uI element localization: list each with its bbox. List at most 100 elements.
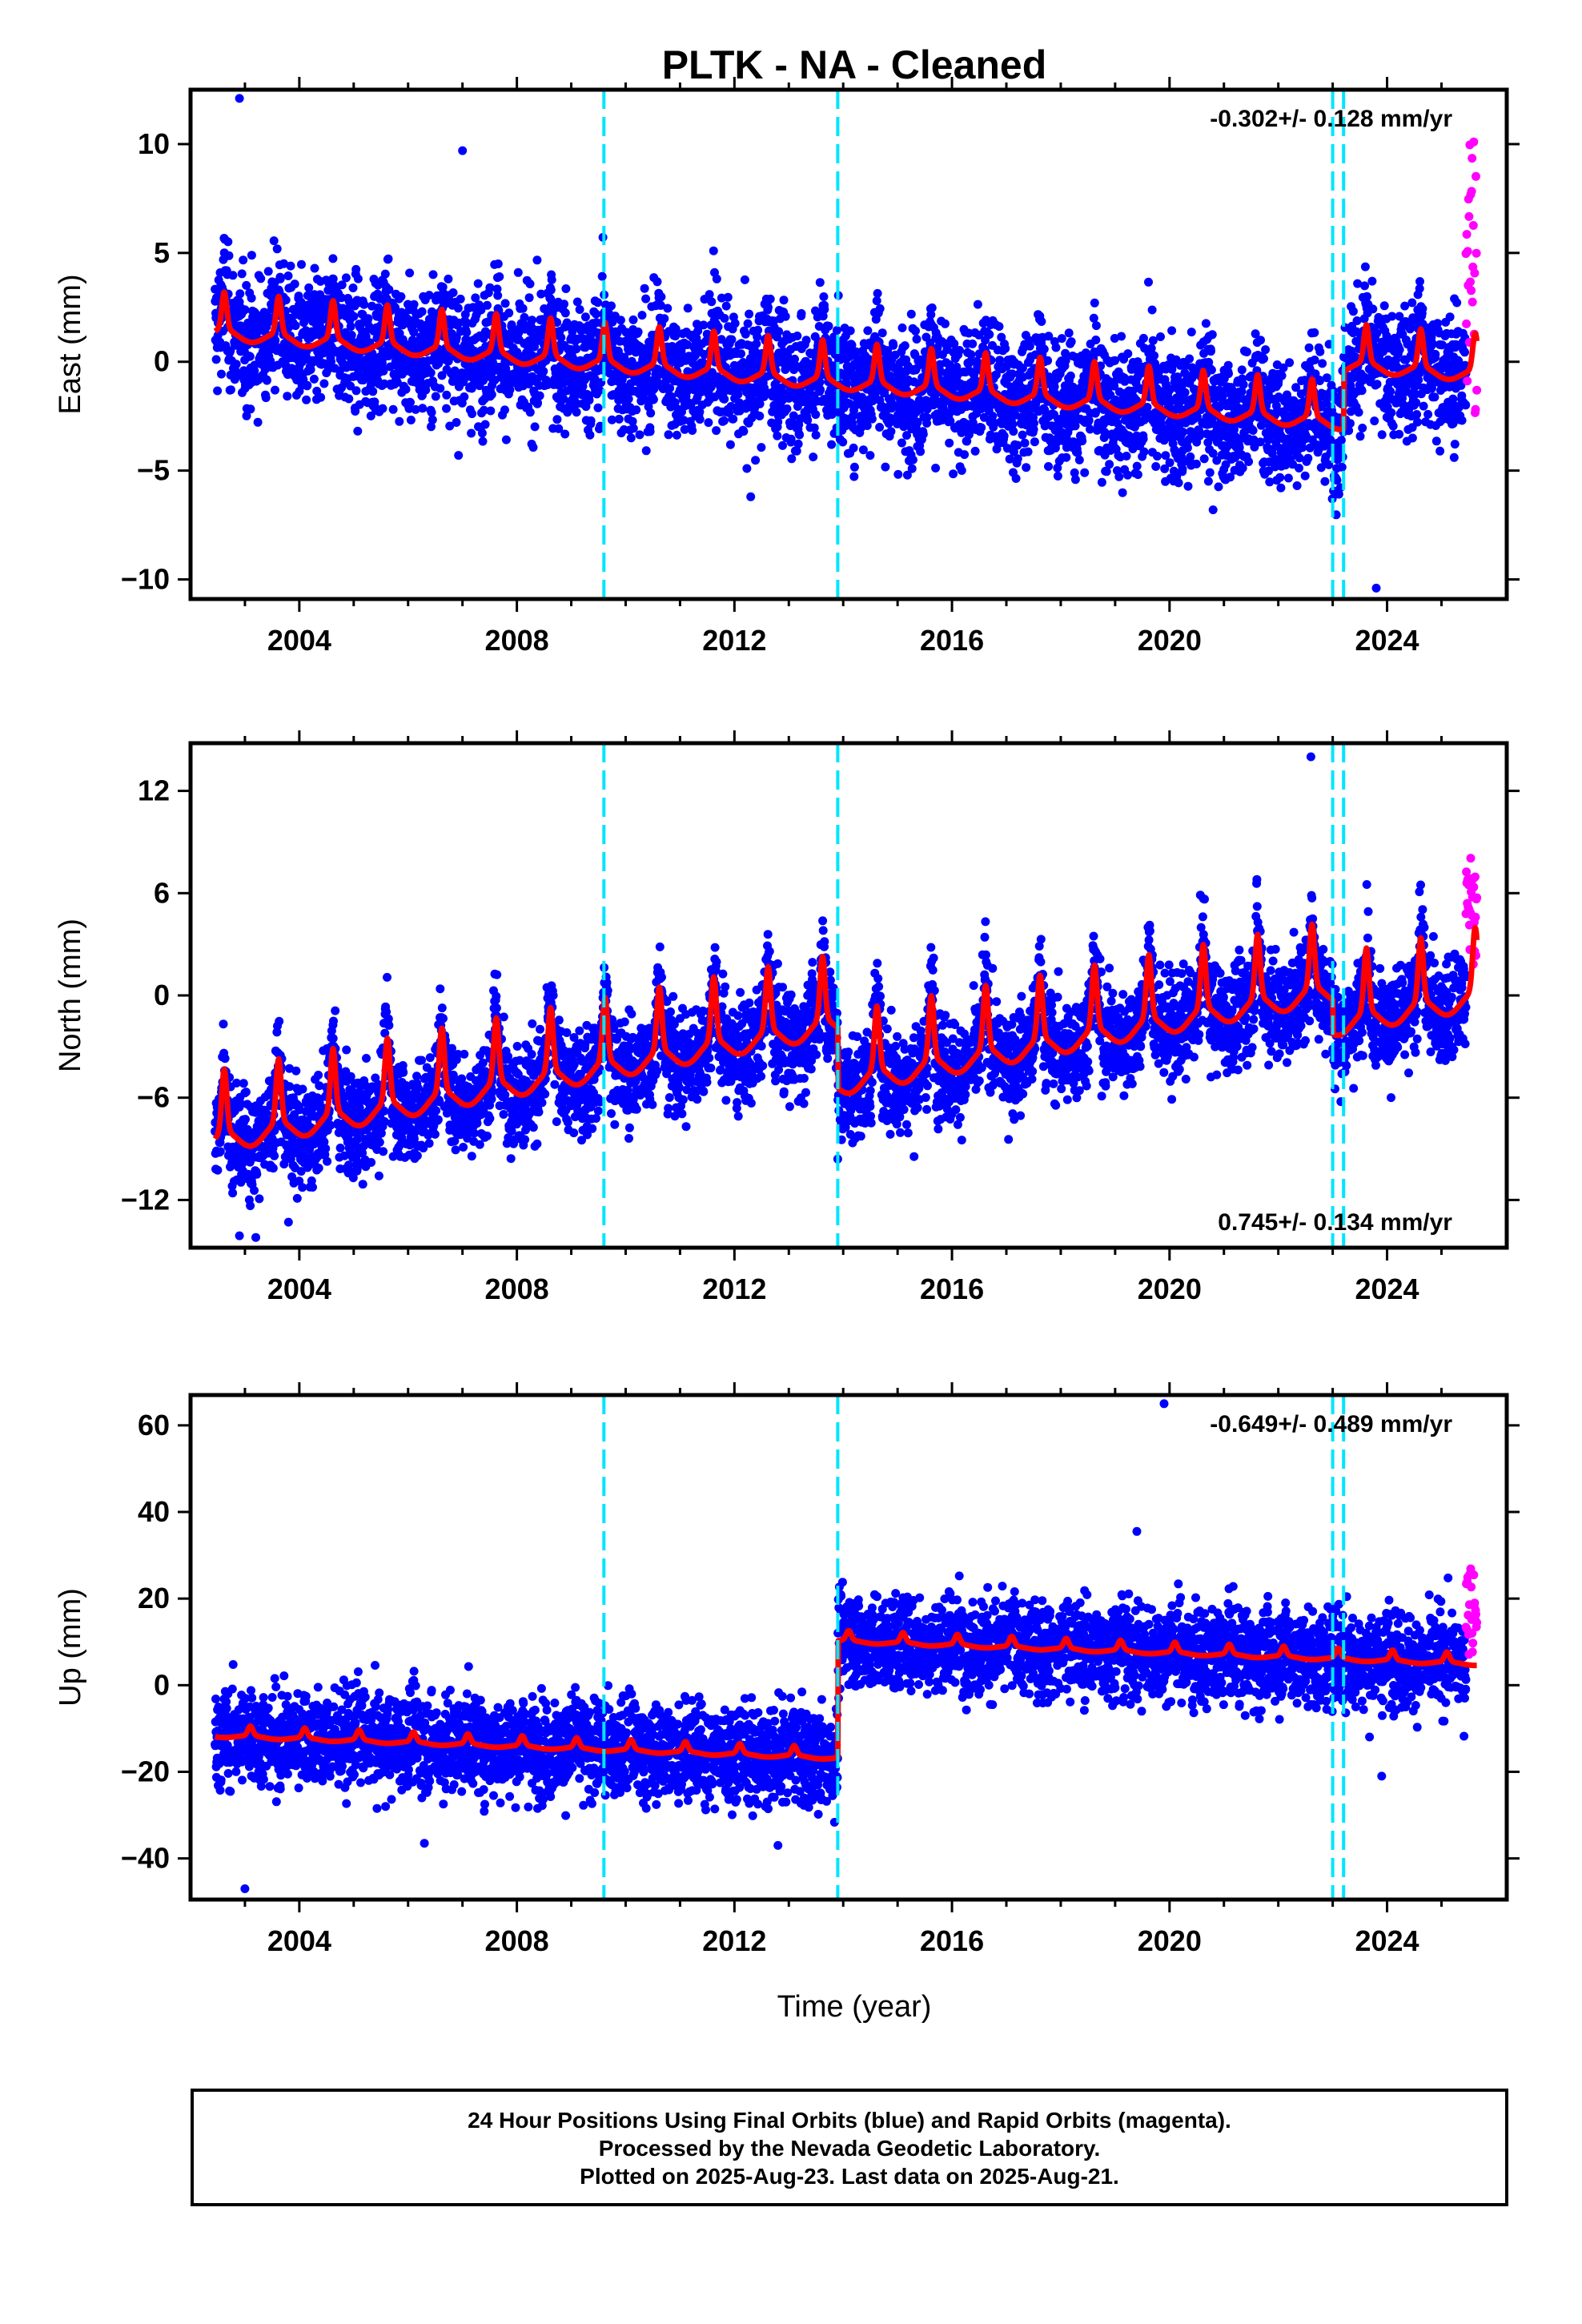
data-point	[1150, 351, 1159, 360]
data-point	[1407, 298, 1417, 308]
data-point	[572, 297, 582, 307]
data-point	[795, 430, 805, 440]
data-point	[401, 384, 411, 394]
data-point	[226, 385, 235, 395]
data-point	[941, 319, 950, 328]
data-point	[533, 398, 542, 408]
data-point	[1275, 472, 1285, 482]
data-point	[500, 299, 510, 308]
data-point	[1345, 419, 1355, 428]
data-point	[228, 271, 238, 280]
data-point	[409, 300, 419, 309]
data-point	[1133, 470, 1142, 480]
data-point	[592, 309, 600, 319]
data-point	[816, 385, 825, 395]
data-point	[1030, 437, 1039, 447]
data-point	[1201, 319, 1211, 328]
data-point	[1244, 457, 1254, 466]
data-point	[417, 307, 427, 316]
data-point	[513, 267, 523, 277]
data-point	[319, 379, 329, 388]
data-point	[889, 340, 898, 350]
data-point	[572, 408, 581, 417]
data-point	[1237, 365, 1247, 375]
data-point	[478, 436, 488, 446]
data-point	[310, 263, 319, 273]
data-point	[253, 417, 263, 427]
data-point	[741, 329, 750, 339]
data-point	[787, 454, 797, 464]
data-point	[460, 392, 469, 401]
data-point	[453, 304, 463, 313]
data-point	[1207, 347, 1215, 356]
data-point	[973, 300, 982, 309]
data-point	[945, 438, 954, 448]
data-point	[213, 386, 223, 396]
data-point	[1395, 429, 1404, 439]
data-point	[501, 435, 511, 444]
data-point	[379, 366, 388, 376]
data-point	[336, 293, 346, 303]
data-point	[863, 326, 873, 336]
data-point	[560, 300, 568, 309]
data-point	[1379, 301, 1389, 311]
data-point	[530, 422, 540, 432]
data-point	[593, 298, 603, 308]
data-point	[1013, 454, 1022, 464]
data-point	[720, 314, 729, 323]
data-point	[778, 440, 787, 450]
data-point	[247, 293, 256, 303]
data-point	[632, 405, 641, 415]
data-point	[1186, 328, 1196, 337]
data-point	[886, 427, 896, 436]
data-point	[931, 464, 941, 472]
data-point	[1139, 447, 1149, 456]
data-point	[712, 426, 721, 436]
data-point	[1091, 336, 1101, 344]
data-point	[782, 404, 792, 413]
data-point	[641, 446, 651, 456]
data-point	[351, 386, 361, 396]
data-point	[593, 403, 603, 412]
data-point	[616, 316, 625, 325]
data-point	[1174, 478, 1183, 488]
final-orbit-points-east	[211, 94, 1471, 593]
data-point	[637, 311, 647, 320]
data-point	[1182, 443, 1192, 452]
data-point	[1388, 421, 1398, 431]
data-point	[1360, 262, 1370, 271]
data-point	[628, 315, 638, 324]
data-point	[1310, 356, 1319, 364]
data-point	[1310, 328, 1319, 337]
data-point	[640, 283, 649, 293]
data-point	[786, 434, 796, 444]
data-point	[1395, 345, 1404, 355]
data-point	[1191, 459, 1201, 468]
data-point	[411, 404, 420, 414]
data-point	[1185, 354, 1195, 364]
data-point	[1117, 332, 1126, 341]
data-point	[262, 376, 271, 385]
data-point	[563, 386, 572, 396]
data-point	[223, 237, 233, 247]
data-point	[379, 379, 389, 388]
data-point	[875, 304, 885, 313]
data-point	[347, 331, 356, 340]
data-point	[380, 269, 390, 279]
data-point	[1199, 454, 1209, 464]
data-point	[1415, 277, 1424, 286]
data-point	[468, 409, 477, 419]
data-point	[633, 327, 643, 336]
data-point	[1066, 337, 1076, 347]
data-point	[1091, 321, 1101, 331]
data-point	[1283, 473, 1293, 483]
data-point	[1165, 458, 1174, 468]
data-point	[652, 277, 662, 287]
data-point	[740, 275, 749, 284]
data-point	[556, 333, 566, 342]
data-point	[1411, 398, 1421, 408]
data-point	[487, 390, 496, 400]
data-point	[1178, 428, 1188, 436]
data-point	[1114, 472, 1124, 481]
data-point	[1414, 376, 1423, 384]
